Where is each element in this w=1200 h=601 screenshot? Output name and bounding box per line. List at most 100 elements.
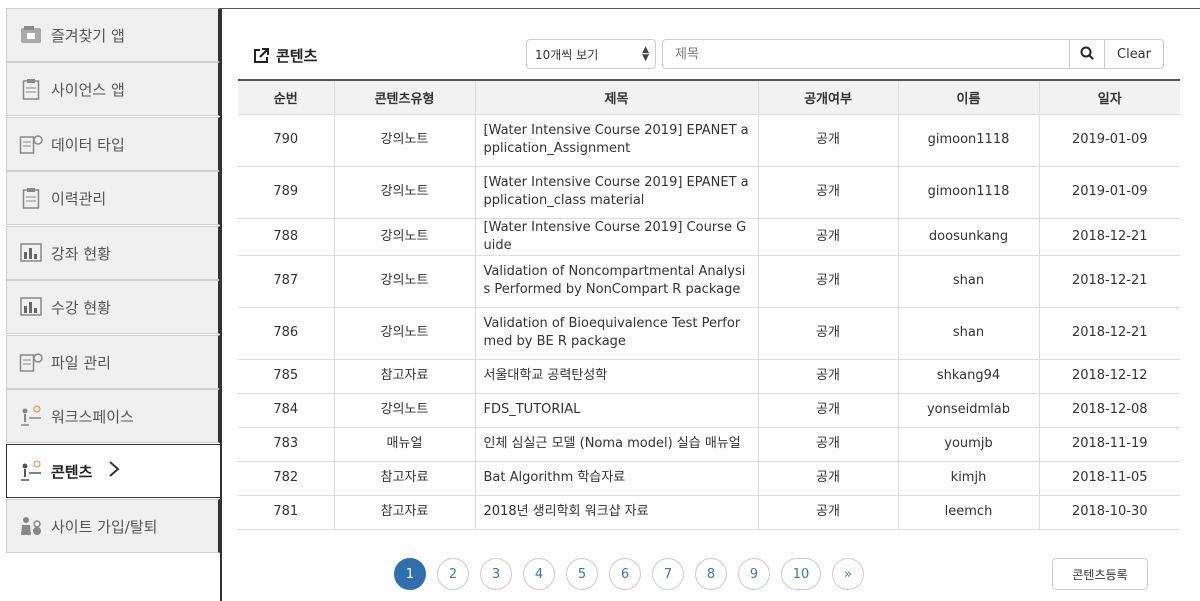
pagination: 1 2 3 4 5 6 7 8 9 10 » [394, 558, 875, 590]
table-row[interactable]: 781 참고자료 2018년 생리학회 워크샵 자료 공개 leemch 201… [238, 495, 1180, 530]
cell-type: 강의노트 [334, 218, 476, 256]
cell-public: 공개 [758, 427, 899, 462]
cell-name: shan [898, 255, 1040, 308]
cell-title-link[interactable]: [Water Intensive Course 2019] Course Gui… [475, 218, 759, 256]
cell-public: 공개 [758, 218, 899, 256]
cell-type: 참고자료 [334, 495, 476, 530]
cell-type: 참고자료 [334, 461, 476, 496]
table-row[interactable]: 785 참고자료 서울대학교 공력탄성학 공개 shkang94 2018-12… [238, 359, 1180, 394]
column-header[interactable]: 일자 [1039, 80, 1180, 115]
next-page-button[interactable]: » [832, 558, 864, 590]
cell-date: 2018-12-21 [1039, 307, 1180, 360]
cell-title-link[interactable]: 인체 심실근 모델 (Noma model) 실습 매뉴얼 [475, 427, 759, 462]
cell-name: doosunkang [898, 218, 1040, 256]
sidebar-item-course-status[interactable]: 강좌 현황 [6, 226, 220, 280]
cell-type: 강의노트 [334, 114, 476, 167]
page-button-7[interactable]: 7 [652, 558, 684, 590]
cell-title-link[interactable]: Validation of Noncompartmental Analysis … [475, 255, 759, 308]
sidebar-item-file-manage[interactable]: 파일 관리 [6, 335, 220, 389]
sidebar-item-science-apps[interactable]: 사이언스 앱 [6, 62, 220, 116]
cell-type: 강의노트 [334, 166, 476, 219]
column-header[interactable]: 공개여부 [758, 80, 899, 115]
page-title-text: 콘텐츠 [276, 47, 318, 65]
cell-title-link[interactable]: 서울대학교 공력탄성학 [475, 359, 759, 394]
cell-public: 공개 [758, 461, 899, 496]
sidebar-item-history[interactable]: 이력관리 [6, 171, 220, 225]
cell-name: kimjh [898, 461, 1040, 496]
bar-chart-icon [19, 295, 43, 319]
contents-icon [19, 459, 43, 483]
sidebar-item-contents[interactable]: 콘텐츠 [6, 444, 220, 498]
clipboard-icon [19, 186, 43, 210]
cell-title-link[interactable]: Bat Algorithm 학습자료 [475, 461, 759, 496]
cell-name: leemch [898, 495, 1040, 530]
cell-date: 2019-01-09 [1039, 114, 1180, 167]
cell-name: shan [898, 307, 1040, 360]
sidebar-item-label: 사이트 가입/탈퇴 [51, 517, 158, 536]
cell-title-link[interactable]: [Water Intensive Course 2019] EPANET app… [475, 166, 759, 219]
table-row[interactable]: 790 강의노트 [Water Intensive Course 2019] E… [238, 114, 1180, 167]
page-size-select[interactable]: 10개씩 보기 ▲ ▼ [526, 39, 656, 69]
page-size-value: 10개씩 보기 [535, 47, 599, 62]
chevron-right-icon [108, 459, 120, 483]
cell-public: 공개 [758, 495, 899, 530]
file-manage-icon [19, 350, 43, 374]
sidebar-item-workspace[interactable]: 워크스페이스 [6, 389, 220, 443]
table-row[interactable]: 784 강의노트 FDS_TUTORIAL 공개 yonseidmlab 201… [238, 393, 1180, 428]
sidebar-item-enrollment-status[interactable]: 수강 현황 [6, 280, 220, 334]
external-link-icon [252, 47, 270, 65]
column-header[interactable]: 이름 [898, 80, 1040, 115]
cell-type: 강의노트 [334, 393, 476, 428]
table-row[interactable]: 786 강의노트 Validation of Bioequivalence Te… [238, 307, 1180, 360]
cell-name: gimoon1118 [898, 166, 1040, 219]
column-header[interactable]: 제목 [475, 80, 759, 115]
cell-date: 2019-01-09 [1039, 166, 1180, 219]
cell-date: 2018-12-21 [1039, 255, 1180, 308]
cell-public: 공개 [758, 359, 899, 394]
clear-button[interactable]: Clear [1104, 39, 1164, 69]
column-header[interactable]: 순번 [238, 80, 335, 115]
register-content-button[interactable]: 콘텐츠등록 [1052, 558, 1148, 590]
table-row[interactable]: 783 매뉴얼 인체 심실근 모델 (Noma model) 실습 매뉴얼 공개… [238, 427, 1180, 462]
cell-title-link[interactable]: Validation of Bioequivalence Test Perfor… [475, 307, 759, 360]
cell-date: 2018-12-21 [1039, 218, 1180, 256]
cell-title-link[interactable]: FDS_TUTORIAL [475, 393, 759, 428]
cell-type: 참고자료 [334, 359, 476, 394]
user-settings-icon [19, 514, 43, 538]
cell-public: 공개 [758, 255, 899, 308]
cell-no: 789 [238, 166, 335, 219]
cell-date: 2018-10-30 [1039, 495, 1180, 530]
column-header[interactable]: 콘텐츠유형 [334, 80, 476, 115]
table-row[interactable]: 782 참고자료 Bat Algorithm 학습자료 공개 kimjh 201… [238, 461, 1180, 496]
page-button-6[interactable]: 6 [609, 558, 641, 590]
cell-no: 783 [238, 427, 335, 462]
table-row[interactable]: 787 강의노트 Validation of Noncompartmental … [238, 255, 1180, 308]
cell-name: yonseidmlab [898, 393, 1040, 428]
page-button-8[interactable]: 8 [695, 558, 727, 590]
page-button-3[interactable]: 3 [480, 558, 512, 590]
page-button-1[interactable]: 1 [394, 558, 426, 590]
page-button-2[interactable]: 2 [437, 558, 469, 590]
sidebar-item-label: 워크스페이스 [51, 407, 134, 426]
page-button-10[interactable]: 10 [781, 558, 821, 590]
page-button-5[interactable]: 5 [566, 558, 598, 590]
cell-no: 788 [238, 218, 335, 256]
sidebar-item-label: 콘텐츠 [51, 462, 93, 481]
cell-type: 강의노트 [334, 255, 476, 308]
table-row[interactable]: 788 강의노트 [Water Intensive Course 2019] C… [238, 218, 1180, 256]
cell-date: 2018-12-08 [1039, 393, 1180, 428]
sidebar-item-data-type[interactable]: 데이터 타입 [6, 117, 220, 171]
sidebar-item-favorites[interactable]: 즐겨찾기 앱 [6, 8, 220, 62]
search-button[interactable] [1069, 39, 1105, 69]
page-button-9[interactable]: 9 [738, 558, 770, 590]
sidebar-item-label: 즐겨찾기 앱 [51, 26, 125, 45]
page-button-4[interactable]: 4 [523, 558, 555, 590]
cell-title-link[interactable]: 2018년 생리학회 워크샵 자료 [475, 495, 759, 530]
search-input[interactable] [662, 39, 1070, 69]
data-type-icon [19, 132, 43, 156]
cell-name: shkang94 [898, 359, 1040, 394]
sidebar-item-site-join[interactable]: 사이트 가입/탈퇴 [6, 499, 220, 553]
cell-title-link[interactable]: [Water Intensive Course 2019] EPANET app… [475, 114, 759, 167]
sidebar-item-label: 사이언스 앱 [51, 80, 125, 99]
table-row[interactable]: 789 강의노트 [Water Intensive Course 2019] E… [238, 166, 1180, 219]
